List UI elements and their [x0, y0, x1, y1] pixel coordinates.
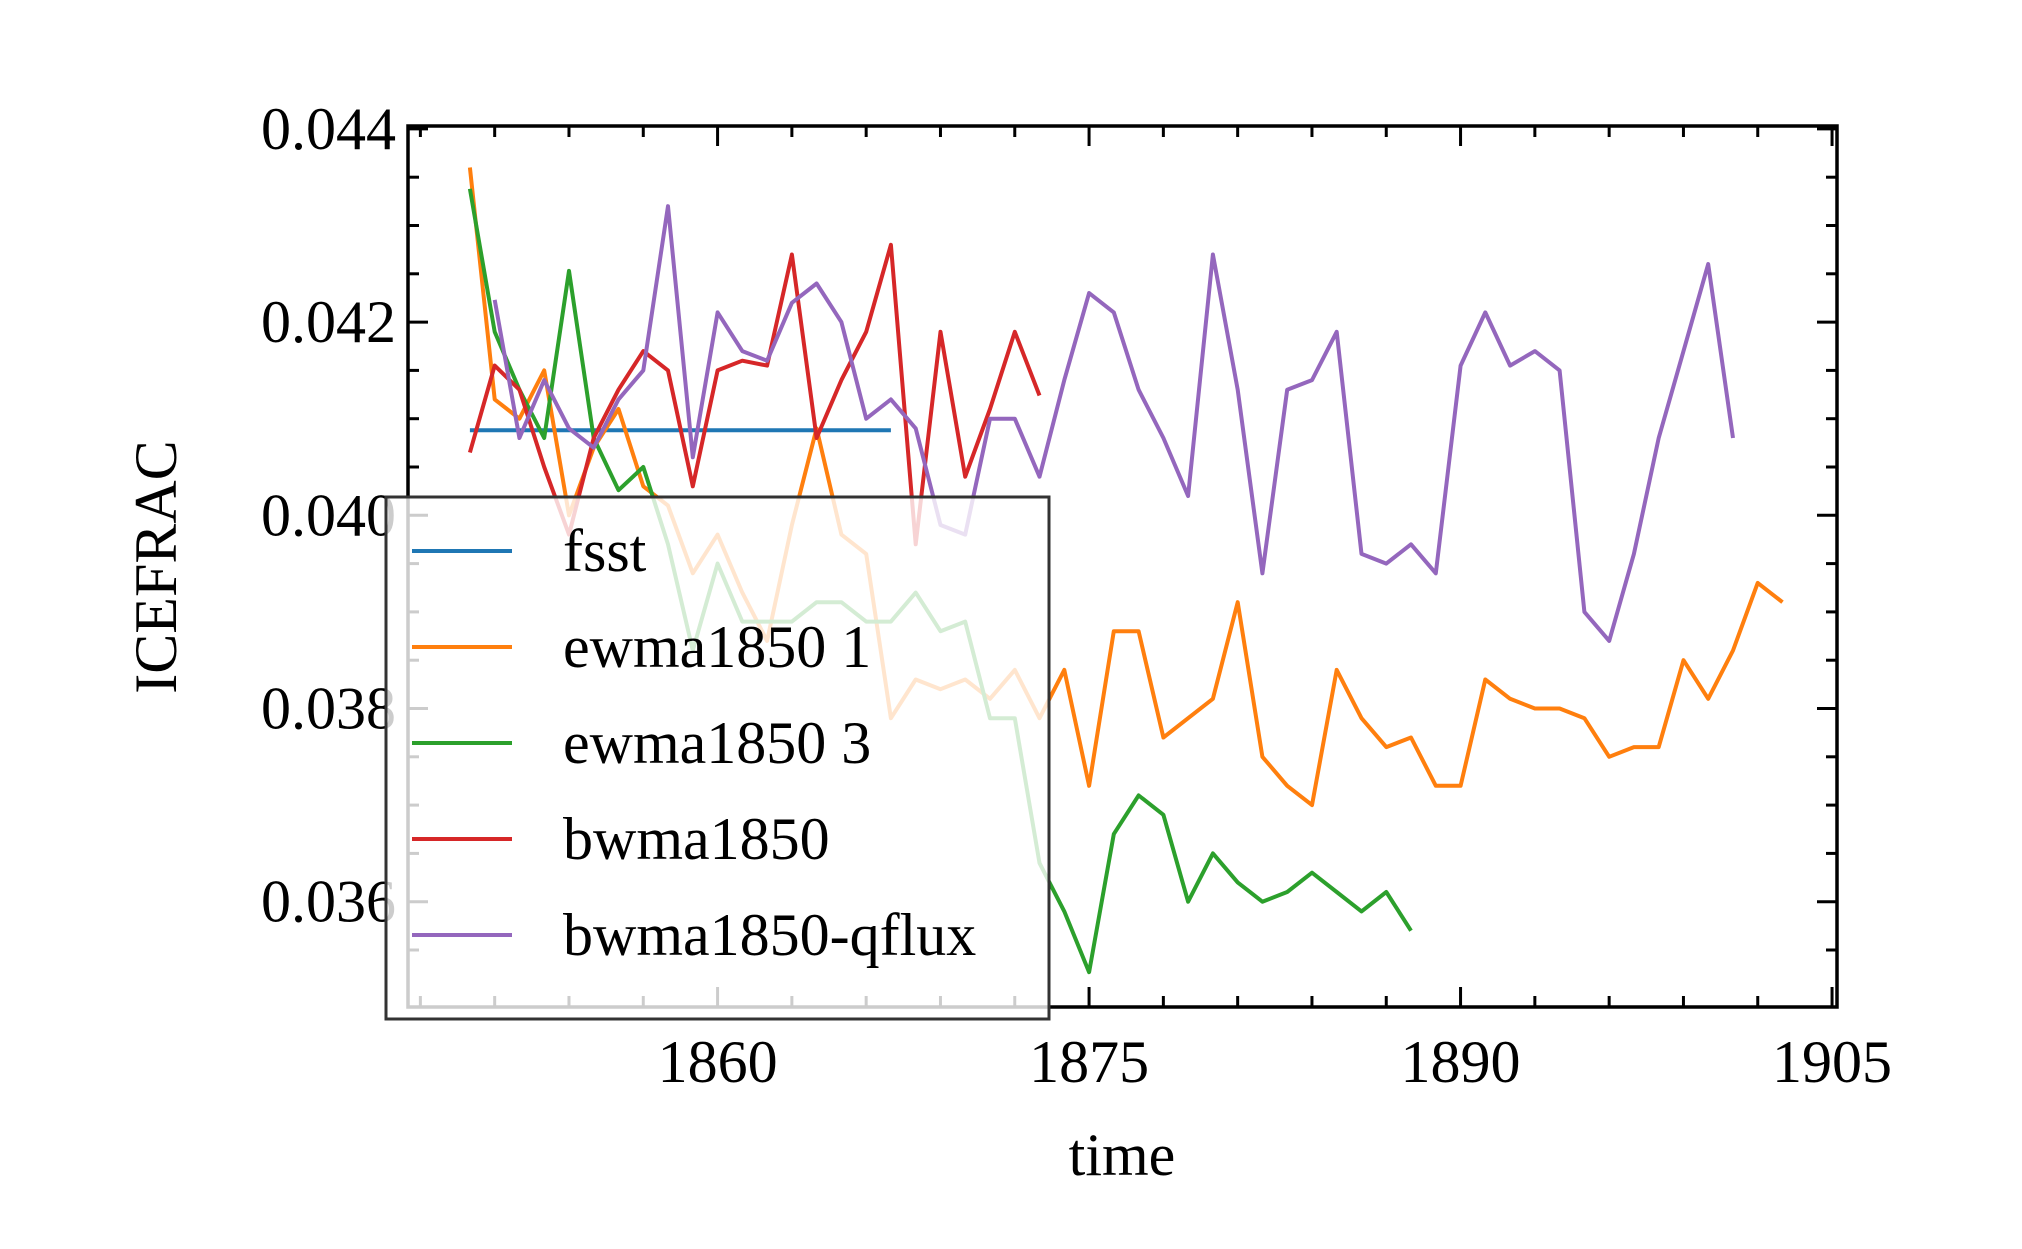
x-tick-label: 1890	[1401, 1029, 1521, 1095]
legend-label: ewma1850 1	[563, 614, 871, 680]
y-tick-label: 0.036	[261, 869, 396, 935]
legend-box	[384, 495, 1051, 1021]
legend-label: bwma1850-qflux	[563, 902, 976, 968]
y-tick-label: 0.038	[261, 676, 396, 742]
series-line	[492, 204, 1735, 643]
y-tick-label: 0.042	[261, 289, 396, 355]
legend-label: bwma1850	[563, 806, 830, 872]
legend-label: ewma1850 3	[563, 710, 871, 776]
y-tick-label: 0.040	[261, 482, 396, 548]
x-tick-label: 1905	[1772, 1029, 1892, 1095]
y-tick-label: 0.044	[261, 96, 396, 162]
x-tick-label: 1875	[1029, 1029, 1149, 1095]
x-tick-label: 1860	[658, 1029, 778, 1095]
legend-label: fsst	[563, 518, 647, 584]
y-axis-label: ICEFRAC	[123, 440, 189, 693]
x-axis-label: time	[1069, 1122, 1176, 1188]
